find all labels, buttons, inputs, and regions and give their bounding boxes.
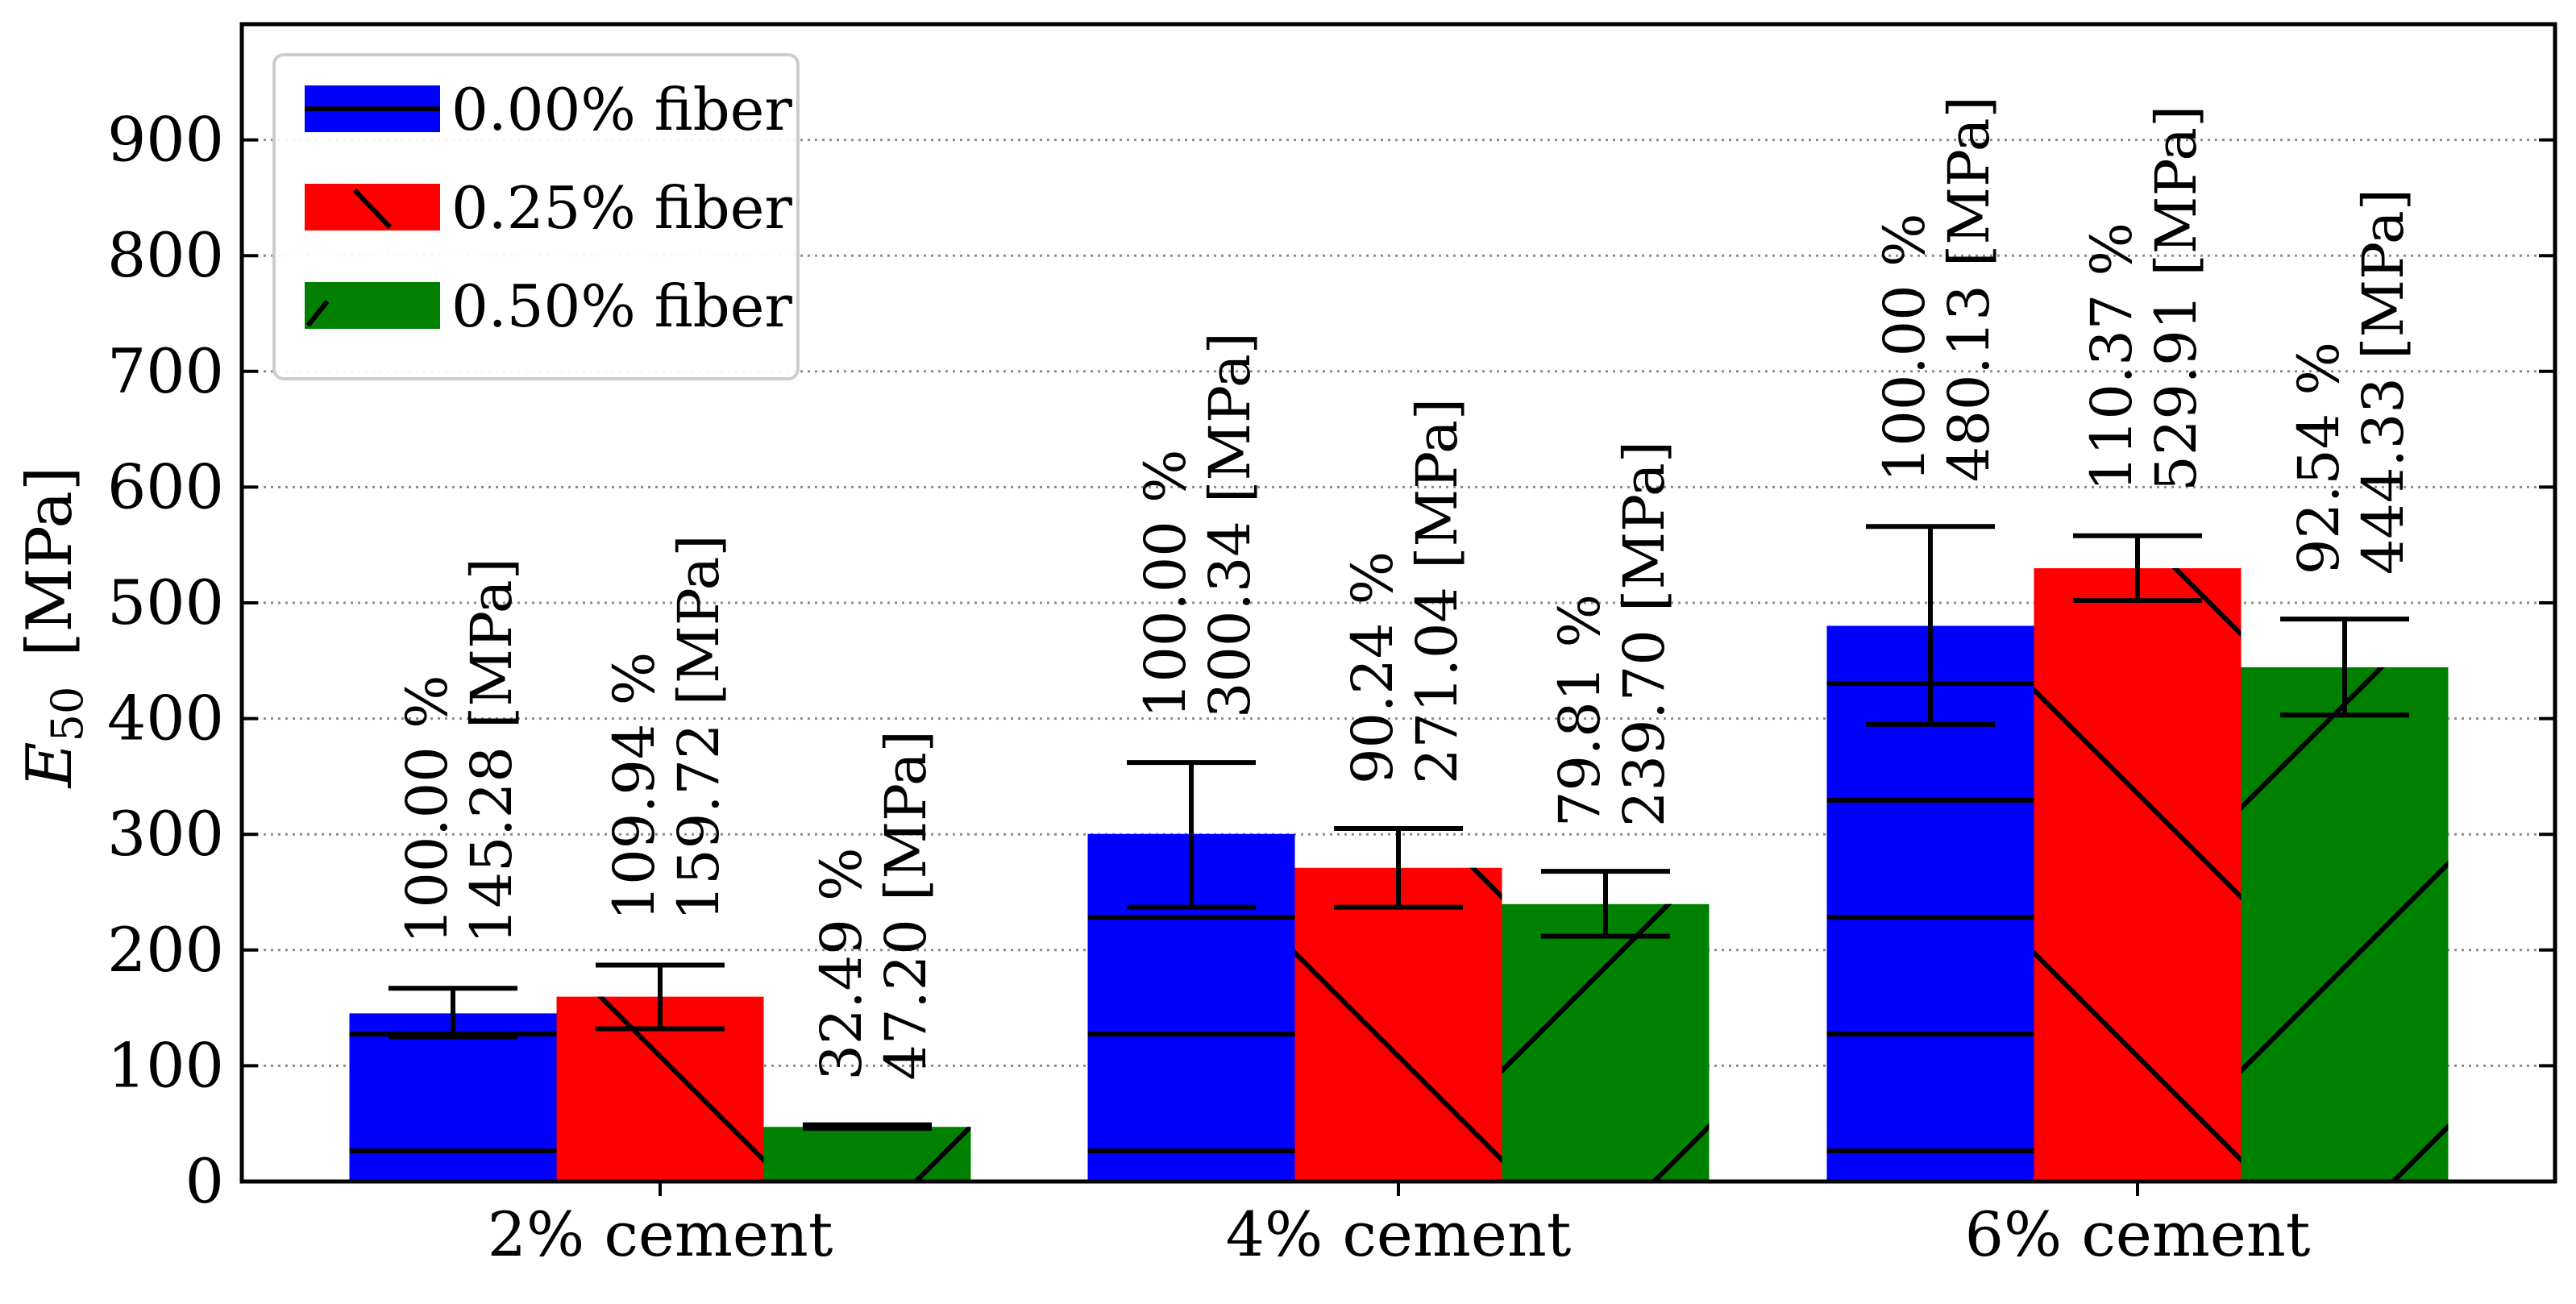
x-tick-label: 2% cement [488,1198,833,1270]
hatch-line [2034,949,2242,1164]
y-axis-label-symbol: E [14,741,86,789]
legend-swatch-hatch [305,300,330,327]
axes-layer: 2% cement 4% cement 6% cement 0 100 200 300 400… [14,22,2557,1270]
legend-entry: 0.50% fiber [305,272,792,340]
hatch-group [1502,903,1710,1181]
y-axis-label-subscript: 50 [42,687,93,742]
bar-group [349,1013,557,1181]
hatch-group [1294,867,1502,1164]
bar-value-label: 271.04 [MPa] [1404,398,1470,784]
hatch-line [2469,0,2576,1262]
y-tick-label: 500 [107,567,224,638]
legend-label: 0.00% fiber [451,76,792,143]
y-tick-label: 400 [107,683,224,754]
bar-percent-label: 100.00 % [394,675,460,944]
bar-value-label: 239.70 [MPa] [1611,441,1677,827]
bar-0-25-fiber-2 [2034,568,2242,1181]
bar-0-50-fiber-0 [763,1127,971,1181]
y-axis-label-unit: [MPa] [14,467,86,677]
y-tick-label: 900 [107,104,224,176]
bar-value-label: 444.33 [MPa] [2350,189,2416,575]
y-tick-label: 100 [107,1029,224,1101]
legend: 0.00% fiber 0.25% fiber 0.50% fiber [272,53,800,380]
bar-group [2034,568,2242,1181]
bar-percent-label: 92.54 % [2286,342,2352,575]
bar-group [763,1127,971,1181]
bar-value-label: 145.28 [MPa] [459,558,525,944]
bar-group [2241,667,2449,1181]
bar-group [1502,903,1710,1181]
y-axis-label: E50 [MPa] [14,467,93,790]
hatch-line [1502,903,1672,1074]
y-tick-label: 700 [107,335,224,407]
hatch-line [596,996,764,1164]
bar-value-label: 47.20 [MPa] [873,730,939,1081]
legend-swatch-hatch [352,188,393,230]
y-tick-label: 600 [107,451,224,522]
hatch-group [596,0,2576,1262]
bar-percent-label: 109.94 % [601,652,667,921]
bar-0-25-fiber-1 [1294,867,1502,1181]
bar-0-00-fiber-0 [349,1013,557,1181]
x-tick-label: 4% cement [1226,1198,1572,1270]
y-tick-label: 300 [107,798,224,870]
bar-percent-label: 90.24 % [1340,551,1406,784]
hatch-line [2241,860,2449,1074]
bar-value-label: 529.91 [MPa] [2143,106,2209,492]
y-tick-label: 800 [107,219,224,291]
legend-entry: 0.25% fiber [305,174,792,242]
legend-entry: 0.00% fiber [305,76,792,143]
bars-layer [349,0,2576,1262]
hatch-group [2241,667,2449,1181]
errorbars-layer [388,524,2409,1131]
hatch-line [2171,568,2242,637]
value-labels-layer: 100.00 %145.28 [MPa] 109.94 %159.72 [MPa]… [394,96,2416,1081]
legend-label: 0.50% fiber [451,272,792,340]
bar-0-50-fiber-1 [1502,903,1710,1181]
legend-swatch [305,282,440,329]
bar-value-label: 300.34 [MPa] [1197,332,1263,718]
legend-label: 0.25% fiber [451,174,792,242]
bar-group [1294,867,1502,1181]
bar-0-50-fiber-2 [2241,667,2449,1181]
y-tick-label: 0 [185,1145,224,1217]
y-tick-label: 200 [107,914,224,986]
hatch-group [2034,568,2242,1164]
bar-percent-label: 100.00 % [1132,449,1199,718]
bar-percent-label: 32.49 % [808,847,875,1080]
bar-value-label: 159.72 [MPa] [666,534,732,920]
x-tick-label: 6% cement [1965,1198,2311,1270]
bar-percent-label: 100.00 % [1872,214,1938,483]
hatch-line [1294,949,1502,1164]
bar-percent-label: 79.81 % [1547,594,1613,827]
bar-percent-label: 110.37 % [2079,222,2145,492]
bar-value-label: 480.13 [MPa] [1936,96,2002,482]
